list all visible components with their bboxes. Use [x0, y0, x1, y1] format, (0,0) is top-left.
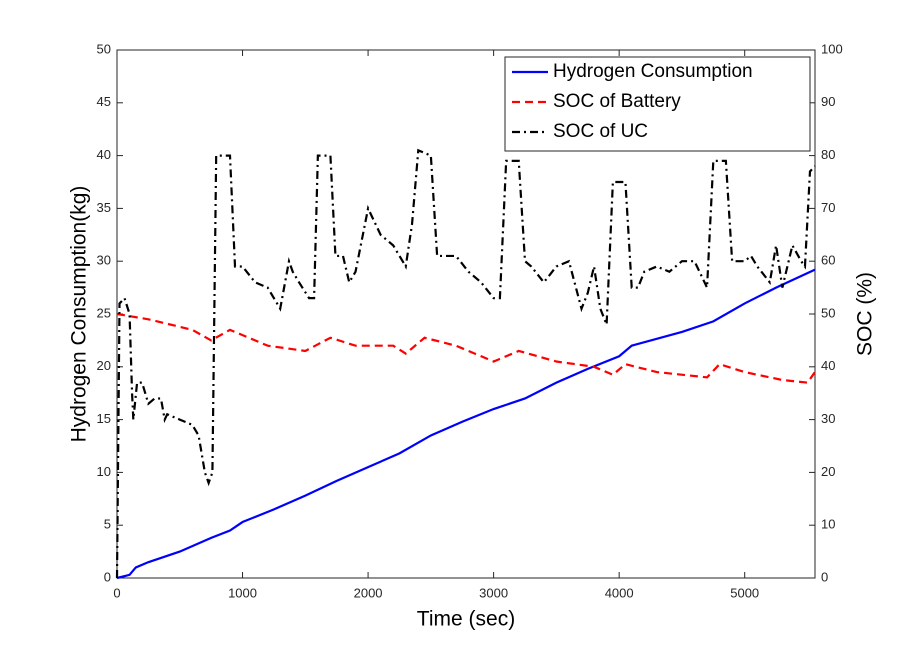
y2-tick-label: 40: [821, 358, 835, 373]
y2-tick-label: 100: [821, 41, 843, 56]
x-axis-label: Time (sec): [417, 608, 515, 631]
y-tick-label: 45: [97, 94, 111, 109]
y-tick-label: 10: [97, 464, 111, 479]
x-tick-label: 5000: [730, 585, 759, 600]
y2-tick-label: 20: [821, 464, 835, 479]
y2-tick-label: 90: [821, 94, 835, 109]
y-tick-label: 40: [97, 147, 111, 162]
legend-box: [504, 56, 811, 152]
y-tick-label: 20: [97, 358, 111, 373]
x-tick-label: 4000: [605, 585, 634, 600]
y-tick-label: 30: [97, 253, 111, 268]
y-tick-label: 25: [97, 305, 111, 320]
y2-tick-label: 10: [821, 517, 835, 532]
x-tick-label: 1000: [228, 585, 257, 600]
data-line: [115, 148, 816, 579]
y2-tick-label: 80: [821, 147, 835, 162]
y-tick-label: 50: [97, 41, 111, 56]
data-line: [116, 312, 816, 384]
y-axis-label: Hydrogen Consumption(kg): [68, 186, 91, 443]
y2-tick-label: 70: [821, 200, 835, 215]
data-line: [116, 268, 816, 580]
y2-tick-label: 0: [821, 569, 828, 584]
y2-axis-label: SOC (%): [854, 272, 877, 356]
y-tick-label: 15: [97, 411, 111, 426]
legend-label: Hydrogen Consumption: [553, 61, 753, 82]
y-tick-label: 0: [104, 569, 111, 584]
y2-tick-label: 50: [821, 305, 835, 320]
y-tick-label: 35: [97, 200, 111, 215]
x-tick-label: 3000: [479, 585, 508, 600]
y2-tick-label: 30: [821, 411, 835, 426]
legend-label: SOC of Battery: [553, 91, 681, 112]
legend-label: SOC of UC: [553, 121, 648, 142]
x-tick-label: 2000: [354, 585, 383, 600]
y2-tick-label: 60: [821, 253, 835, 268]
y-tick-label: 5: [104, 517, 111, 532]
x-tick-label: 0: [113, 585, 120, 600]
